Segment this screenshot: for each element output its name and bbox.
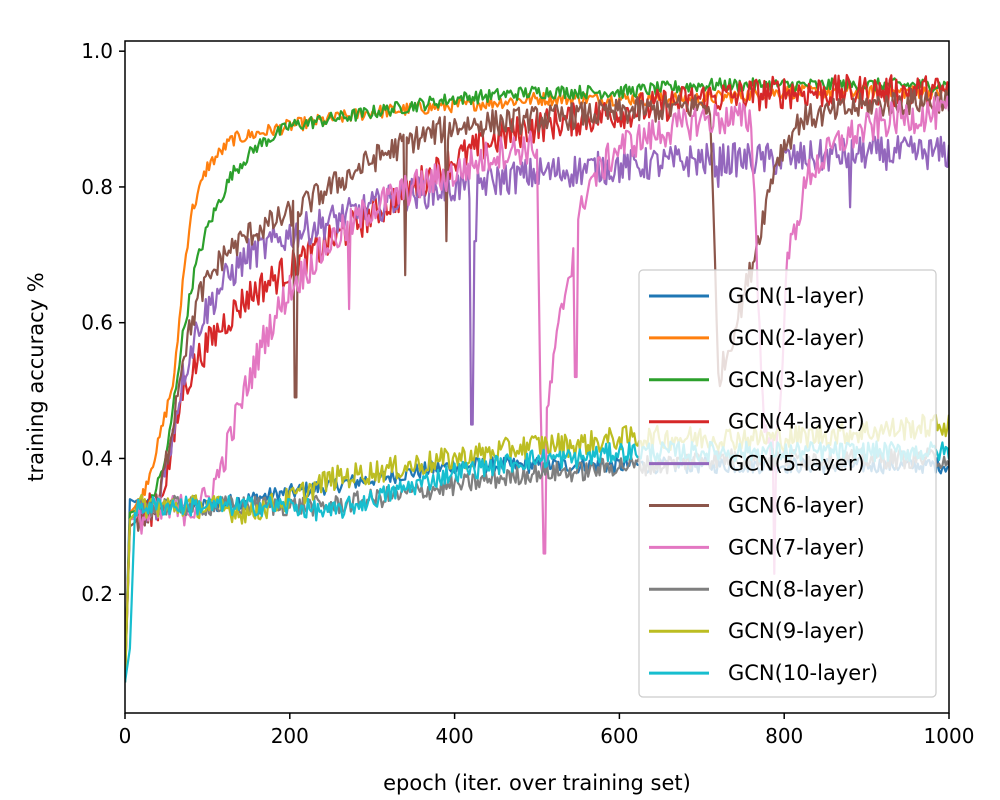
legend: GCN(1-layer) GCN(2-layer) GCN(3-layer) GCN(… (638, 269, 937, 698)
x-axis-label: epoch (iter. over training set) (383, 771, 691, 795)
x-tick-label: 1000 (924, 724, 975, 748)
legend-item: GCN(8-layer) (649, 577, 865, 601)
legend-item: GCN(6-layer) (649, 494, 865, 518)
y-tick-label: 0.4 (81, 446, 113, 470)
x-tick-label: 600 (600, 724, 638, 748)
axes-frame (124, 40, 950, 714)
legend-label: GCN(9-layer) (728, 619, 865, 643)
legend-label: GCN(1-layer) (728, 284, 865, 308)
legend-label: GCN(10-layer) (728, 661, 878, 685)
y-tick-label: 1.0 (81, 39, 113, 63)
legend-item: GCN(4-layer) (649, 410, 865, 434)
legend-label: GCN(4-layer) (728, 410, 865, 434)
series-line (125, 84, 949, 676)
series-line (125, 77, 949, 676)
x-tick-label: 200 (271, 724, 309, 748)
legend-label: GCN(7-layer) (728, 535, 865, 559)
legend-label: GCN(3-layer) (728, 368, 865, 392)
y-tick-label: 0.6 (81, 311, 113, 335)
y-axis-ticks: 0.2 0.4 0.6 0.8 1.0 (81, 39, 125, 606)
legend-label: GCN(5-layer) (728, 452, 865, 476)
legend-item: GCN(9-layer) (649, 619, 865, 643)
series-line (125, 87, 949, 683)
y-tick-label: 0.2 (81, 582, 113, 606)
y-tick-label: 0.8 (81, 175, 113, 199)
x-tick-label: 400 (436, 724, 474, 748)
legend-item: GCN(7-layer) (649, 535, 865, 559)
legend-item: GCN(2-layer) (649, 326, 865, 350)
legend-item: GCN(5-layer) (649, 452, 865, 476)
legend-item: GCN(3-layer) (649, 368, 865, 392)
legend-label: GCN(6-layer) (728, 494, 865, 518)
y-axis-label: training accuracy % (24, 272, 48, 481)
legend-item: GCN(1-layer) (649, 284, 865, 308)
x-tick-label: 0 (119, 724, 132, 748)
legend-item: GCN(10-layer) (649, 661, 878, 685)
x-axis-ticks: 0 200 400 600 800 1000 (119, 713, 975, 748)
legend-label: GCN(8-layer) (728, 577, 865, 601)
legend-box (638, 269, 937, 698)
x-tick-label: 800 (765, 724, 803, 748)
series-line (125, 95, 949, 676)
legend-label: GCN(2-layer) (728, 326, 865, 350)
